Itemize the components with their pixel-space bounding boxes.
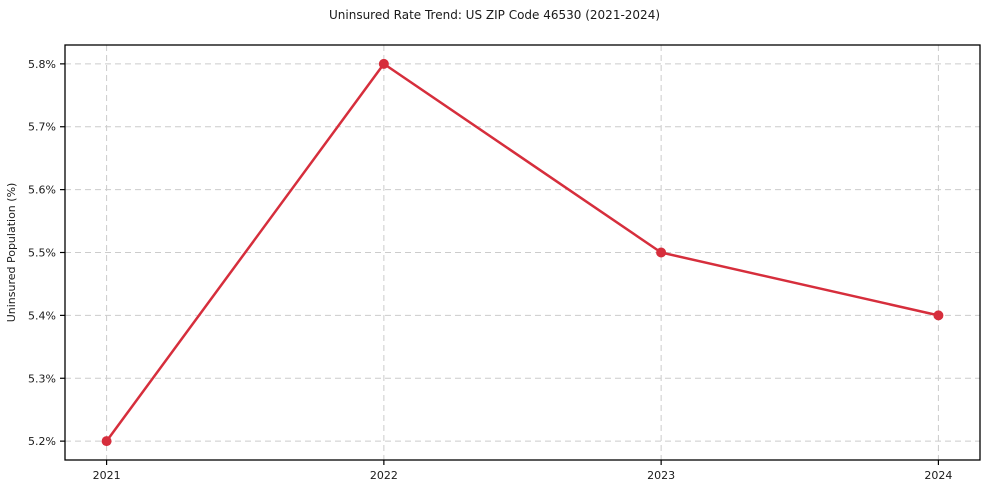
x-tick-label: 2022 (370, 469, 398, 482)
y-axis-label: Uninsured Population (%) (5, 183, 18, 323)
y-tick-label: 5.6% (28, 184, 56, 197)
chart-title: Uninsured Rate Trend: US ZIP Code 46530 … (328, 8, 661, 22)
data-point (656, 247, 667, 258)
y-tick-label: 5.7% (28, 121, 56, 134)
y-tick-label: 5.5% (28, 247, 56, 260)
y-tick-label: 5.2% (28, 435, 56, 448)
trend-line (105, 62, 940, 443)
data-point (378, 58, 389, 69)
y-tick-label: 5.8% (28, 58, 56, 71)
y-tick-label: 5.3% (28, 372, 56, 385)
x-tick-label: 2024 (924, 469, 952, 482)
x-tick-label: 2023 (647, 469, 675, 482)
y-tick-label: 5.4% (28, 309, 56, 322)
data-point (933, 310, 944, 321)
plot-area (65, 45, 980, 460)
data-point (101, 436, 112, 447)
x-tick-label: 2021 (93, 469, 121, 482)
